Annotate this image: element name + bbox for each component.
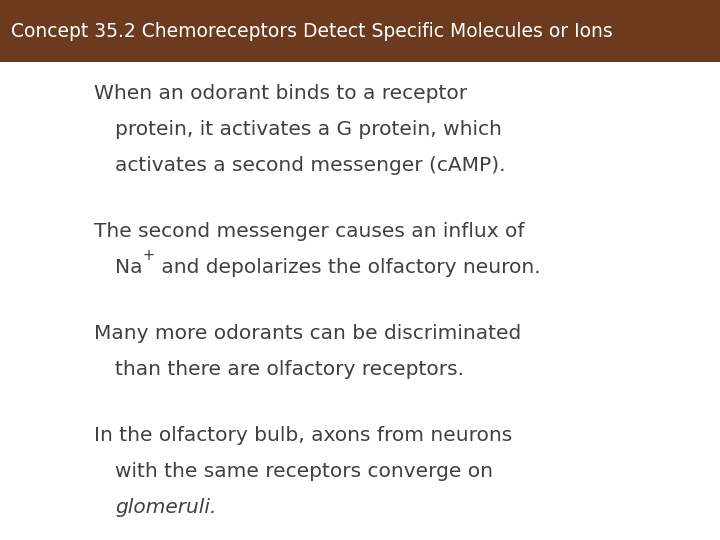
Text: protein, it activates a G protein, which: protein, it activates a G protein, which — [115, 120, 502, 139]
Text: activates a second messenger (cAMP).: activates a second messenger (cAMP). — [115, 156, 505, 175]
Text: +: + — [143, 248, 155, 264]
Text: glomeruli.: glomeruli. — [115, 498, 217, 517]
Text: than there are olfactory receptors.: than there are olfactory receptors. — [115, 360, 464, 379]
Text: The second messenger causes an influx of: The second messenger causes an influx of — [94, 222, 524, 241]
Text: When an odorant binds to a receptor: When an odorant binds to a receptor — [94, 84, 467, 103]
Bar — [0, 0, 720, 62]
Text: and depolarizes the olfactory neuron.: and depolarizes the olfactory neuron. — [155, 258, 541, 277]
Text: Many more odorants can be discriminated: Many more odorants can be discriminated — [94, 324, 521, 343]
Text: In the olfactory bulb, axons from neurons: In the olfactory bulb, axons from neuron… — [94, 426, 512, 445]
Text: Na: Na — [115, 258, 143, 277]
Text: Concept 35.2 Chemoreceptors Detect Specific Molecules or Ions: Concept 35.2 Chemoreceptors Detect Speci… — [11, 22, 613, 40]
Text: with the same receptors converge on: with the same receptors converge on — [115, 462, 493, 481]
